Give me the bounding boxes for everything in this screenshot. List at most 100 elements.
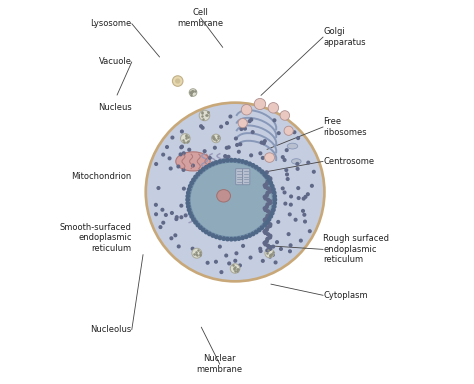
Circle shape <box>233 159 237 162</box>
Circle shape <box>208 232 211 236</box>
Circle shape <box>265 175 269 179</box>
Circle shape <box>205 230 208 234</box>
Text: Vacuole: Vacuole <box>99 58 132 66</box>
Circle shape <box>277 132 280 134</box>
Text: Free
ribosomes: Free ribosomes <box>323 117 367 137</box>
Ellipse shape <box>145 101 326 283</box>
Ellipse shape <box>280 111 290 120</box>
Circle shape <box>273 191 276 195</box>
Circle shape <box>171 136 174 139</box>
Circle shape <box>269 200 272 203</box>
Circle shape <box>229 158 233 162</box>
Circle shape <box>165 146 168 148</box>
Circle shape <box>227 156 230 158</box>
Circle shape <box>177 245 180 248</box>
Circle shape <box>266 237 269 240</box>
Circle shape <box>266 210 270 213</box>
Circle shape <box>307 193 309 195</box>
Circle shape <box>273 194 276 198</box>
Circle shape <box>208 164 211 167</box>
Circle shape <box>269 189 272 192</box>
Ellipse shape <box>190 162 273 237</box>
Circle shape <box>302 197 305 200</box>
Circle shape <box>272 208 275 212</box>
Circle shape <box>288 213 291 216</box>
Circle shape <box>283 159 286 161</box>
Circle shape <box>201 228 205 232</box>
Circle shape <box>188 148 191 151</box>
Circle shape <box>201 126 204 129</box>
Circle shape <box>300 239 302 242</box>
Circle shape <box>220 271 223 273</box>
Circle shape <box>200 125 202 127</box>
Circle shape <box>266 221 270 224</box>
Circle shape <box>251 232 255 236</box>
Circle shape <box>180 204 182 207</box>
Ellipse shape <box>287 143 298 149</box>
Circle shape <box>269 246 272 249</box>
Circle shape <box>249 256 252 259</box>
Circle shape <box>177 165 180 168</box>
Circle shape <box>282 187 284 190</box>
Circle shape <box>260 170 264 174</box>
Circle shape <box>180 216 182 218</box>
Circle shape <box>162 222 164 224</box>
Ellipse shape <box>212 134 220 143</box>
Circle shape <box>181 130 183 133</box>
Circle shape <box>159 226 162 228</box>
Circle shape <box>263 184 266 187</box>
Circle shape <box>260 226 264 229</box>
Circle shape <box>194 221 197 224</box>
Circle shape <box>194 175 197 179</box>
Circle shape <box>269 234 272 237</box>
Circle shape <box>187 205 190 208</box>
Circle shape <box>282 156 284 159</box>
Circle shape <box>187 188 191 191</box>
Circle shape <box>296 162 299 165</box>
Circle shape <box>285 169 288 171</box>
Circle shape <box>263 195 266 199</box>
Circle shape <box>263 172 266 175</box>
Circle shape <box>266 244 270 247</box>
Circle shape <box>277 220 280 223</box>
Circle shape <box>189 184 192 188</box>
Circle shape <box>265 221 269 224</box>
Circle shape <box>272 253 274 256</box>
Circle shape <box>284 202 287 205</box>
Circle shape <box>267 178 271 182</box>
Text: Golgi
apparatus: Golgi apparatus <box>323 27 366 47</box>
Circle shape <box>274 261 277 264</box>
Circle shape <box>269 211 272 214</box>
Circle shape <box>228 262 230 265</box>
Circle shape <box>303 214 306 216</box>
Circle shape <box>265 205 268 209</box>
Circle shape <box>266 175 270 179</box>
Circle shape <box>192 218 195 221</box>
Ellipse shape <box>268 103 279 113</box>
Circle shape <box>290 195 292 198</box>
Circle shape <box>162 153 164 156</box>
Circle shape <box>251 164 255 167</box>
Circle shape <box>289 244 292 247</box>
Circle shape <box>179 153 182 156</box>
Ellipse shape <box>181 134 190 143</box>
Ellipse shape <box>173 76 183 86</box>
Circle shape <box>307 161 310 164</box>
Circle shape <box>205 166 208 169</box>
Circle shape <box>269 255 272 258</box>
Ellipse shape <box>292 159 301 164</box>
Circle shape <box>263 218 266 221</box>
Circle shape <box>237 151 240 153</box>
Circle shape <box>264 197 267 200</box>
Circle shape <box>263 230 266 233</box>
Ellipse shape <box>192 248 202 258</box>
Circle shape <box>192 178 195 182</box>
Circle shape <box>272 188 275 191</box>
Circle shape <box>220 125 222 128</box>
Circle shape <box>182 152 185 155</box>
Circle shape <box>238 264 241 267</box>
Circle shape <box>157 187 160 189</box>
Circle shape <box>266 203 269 206</box>
Circle shape <box>211 234 215 237</box>
Circle shape <box>262 157 264 159</box>
